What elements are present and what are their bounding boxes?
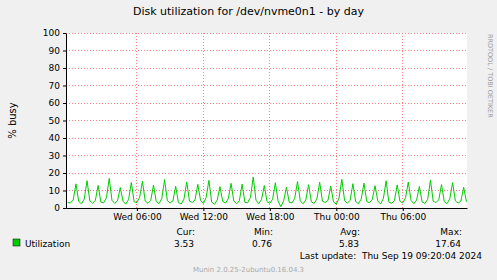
series-group xyxy=(68,177,467,207)
tick: 30 xyxy=(49,151,66,161)
tick-mark xyxy=(63,51,66,52)
tick-label: 90 xyxy=(49,46,61,56)
summary-value: 5.83 xyxy=(339,239,359,249)
tick-label: 40 xyxy=(49,133,61,143)
grid-line xyxy=(66,103,467,104)
plot-area xyxy=(66,33,467,208)
tick: Thu 06:00 xyxy=(379,208,426,222)
tick-mark xyxy=(63,191,66,192)
footer: Munin 2.0.25-2ubuntu0.16.04.3 xyxy=(193,266,304,274)
chart: 0 10 20 30 40 50 60 70 80 90 100 Wed 06:00 Wed 12:00… xyxy=(0,0,497,280)
tick-mark xyxy=(63,68,66,69)
grid xyxy=(66,33,467,208)
tick-label: 80 xyxy=(49,63,61,73)
grid-line xyxy=(66,138,467,139)
grid-line xyxy=(66,208,467,209)
grid-line xyxy=(66,33,467,34)
tick: 90 xyxy=(49,46,66,56)
tick: 10 xyxy=(49,186,66,196)
axis-title: % busy xyxy=(7,102,18,139)
tick: 100 xyxy=(43,28,66,38)
summary-label: Min: xyxy=(254,227,273,237)
tick-label: 50 xyxy=(49,116,61,126)
tick-label: 0 xyxy=(54,203,60,213)
tick-label: Wed 06:00 xyxy=(113,212,162,222)
grid-line xyxy=(203,33,204,208)
grid-line xyxy=(66,120,467,121)
tick: Wed 18:00 xyxy=(246,208,295,222)
summary-value: 17.64 xyxy=(435,239,461,249)
grid-line xyxy=(66,50,467,51)
line xyxy=(68,177,467,207)
tick-mark xyxy=(63,173,66,174)
tick-label: 60 xyxy=(49,98,61,108)
tick-mark xyxy=(63,33,66,34)
tick-label: 100 xyxy=(43,28,60,38)
tick-label: 20 xyxy=(49,168,61,178)
tick: 70 xyxy=(49,81,66,91)
grid-line xyxy=(402,33,403,208)
grid-line xyxy=(336,33,337,208)
tick-mark xyxy=(137,208,138,211)
grid-line xyxy=(66,173,467,174)
tick-label: 70 xyxy=(49,81,61,91)
tick-mark xyxy=(203,208,204,211)
grid-line xyxy=(66,68,467,69)
x-axis: Wed 06:00 Wed 12:00 Wed 18:00 Thu 00:00 Thu … xyxy=(67,208,468,222)
tick: 40 xyxy=(49,133,66,143)
tick: 60 xyxy=(49,98,66,108)
y-axis: 0 10 20 30 40 50 60 70 80 90 100 xyxy=(43,28,67,213)
tick-label: 30 xyxy=(49,151,61,161)
tick-label: Wed 12:00 xyxy=(180,212,229,222)
tick-mark xyxy=(270,208,271,211)
summary-value: 3.53 xyxy=(174,239,194,249)
summary-label: Avg: xyxy=(340,227,360,237)
tick-label: Thu 06:00 xyxy=(379,212,426,222)
tick-mark xyxy=(336,208,337,211)
tick: 0 xyxy=(54,203,66,213)
tick-mark xyxy=(63,103,66,104)
tick-label: Wed 18:00 xyxy=(246,212,295,222)
tick-mark xyxy=(63,208,66,209)
tick: 20 xyxy=(49,168,66,178)
tick-mark xyxy=(403,208,404,211)
tick: Wed 06:00 xyxy=(113,208,162,222)
title: Disk utilization for /dev/nvme0n1 - by d… xyxy=(133,5,365,18)
grid-line xyxy=(136,33,137,208)
tick: Thu 00:00 xyxy=(313,208,360,222)
tick-mark xyxy=(63,121,66,122)
tick-label: 10 xyxy=(49,186,61,196)
summary-label: Cur: xyxy=(176,227,195,237)
legend-swatch xyxy=(13,239,20,246)
tick: Wed 12:00 xyxy=(180,208,229,222)
axis-line xyxy=(67,208,468,209)
background xyxy=(0,0,497,280)
legend-entry: Utilization xyxy=(25,239,70,249)
summary-value: 0.76 xyxy=(252,239,272,249)
grid-line xyxy=(269,33,270,208)
grid-line xyxy=(66,85,467,86)
axis-line xyxy=(66,34,67,209)
tick-label: Thu 00:00 xyxy=(313,212,360,222)
watermark: RRDTOOL / TOBI OETIKER xyxy=(486,34,494,118)
tick-mark xyxy=(63,138,66,139)
tick: 50 xyxy=(49,116,66,126)
tick-mark xyxy=(63,156,66,157)
grid-line xyxy=(66,155,467,156)
last-update: Last update: Thu Sep 19 09:20:04 2024 xyxy=(300,251,482,261)
summary-label: Max: xyxy=(440,227,462,237)
tick-mark xyxy=(63,86,66,87)
tick: 80 xyxy=(49,63,66,73)
